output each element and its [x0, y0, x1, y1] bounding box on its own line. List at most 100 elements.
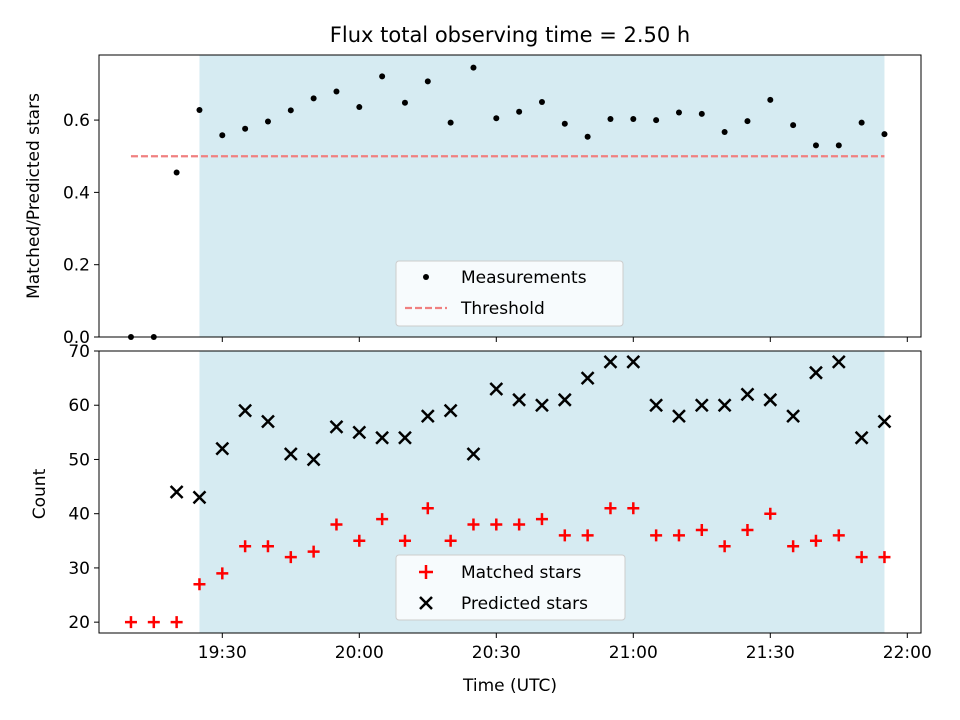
matched-stars-point: [467, 518, 480, 531]
predicted-stars-point: [694, 398, 709, 413]
measurement-point: [401, 99, 408, 106]
predicted-stars-point: [352, 425, 367, 440]
top-legend-box: [395, 260, 624, 327]
y-tick-label: 0.6: [63, 111, 90, 131]
predicted-stars-point: [375, 430, 390, 445]
x-tick-label: 19:30: [198, 643, 247, 663]
x-tick-label: 21:30: [746, 643, 795, 663]
y-tick-label: 60: [68, 396, 90, 416]
measurement-point: [424, 78, 431, 85]
measurements-legend-marker: [423, 274, 429, 280]
x-axis-label: Time (UTC): [462, 676, 557, 696]
measurement-point: [630, 115, 637, 122]
matched-stars-point: [376, 513, 389, 526]
predicted-stars-point: [535, 398, 549, 413]
measurement-point: [538, 99, 545, 105]
y-tick-label: 0.4: [63, 183, 90, 203]
count-points: [124, 354, 892, 629]
matched-stars-point: [535, 513, 548, 526]
matched-stars-point: [490, 518, 503, 531]
measurement-point: [561, 120, 568, 127]
measurement-point: [310, 95, 317, 102]
predicted-legend-label: Predicted stars: [461, 594, 588, 614]
predicted-stars-point: [283, 447, 298, 461]
measurement-point: [242, 125, 249, 132]
matched-stars-point: [239, 540, 252, 553]
matched-stars-point: [764, 507, 777, 520]
matched-stars-point: [809, 534, 822, 547]
matched-stars-point: [878, 551, 891, 564]
measurement-point: [767, 96, 774, 103]
matched-stars-point: [261, 540, 274, 553]
matched-stars-point: [581, 529, 594, 542]
x-tick-label: 20:00: [335, 643, 384, 663]
matched-legend-marker: [419, 565, 433, 579]
matched-stars-point: [695, 523, 708, 536]
predicted-stars-point: [238, 403, 253, 418]
measurement-point: [264, 118, 271, 125]
predicted-stars-point: [489, 382, 504, 396]
predicted-stars-point: [854, 430, 869, 445]
matched-stars-point: [604, 502, 617, 515]
measurement-point: [858, 119, 865, 126]
y-tick-label: 0.2: [63, 256, 90, 276]
measurement-point: [470, 64, 477, 71]
measurement-point: [447, 119, 454, 126]
matched-stars-point: [353, 534, 366, 547]
x-tick-label: 20:30: [472, 643, 521, 663]
predicted-stars-point: [877, 414, 892, 429]
predicted-stars-point: [329, 420, 344, 434]
matched-stars-point: [421, 502, 434, 515]
measurement-point: [333, 88, 340, 95]
measurement-point: [835, 142, 842, 149]
predicted-stars-point: [169, 485, 184, 499]
predicted-stars-point: [261, 414, 275, 429]
predicted-stars-point: [786, 409, 801, 423]
measurement-point: [653, 117, 660, 124]
threshold-legend-label: Threshold: [460, 299, 545, 319]
top-x-ticks: [221, 337, 908, 342]
y-tick-label: 40: [68, 505, 90, 525]
top-axes-frame: [98, 54, 922, 338]
measurement-point: [379, 73, 386, 80]
measurement-point: [607, 115, 614, 122]
x-tick-label: 22:00: [883, 643, 932, 663]
matched-stars-point: [170, 616, 183, 629]
bottom-legend: Matched stars Predicted stars: [395, 554, 626, 621]
predicted-stars-point: [809, 365, 823, 380]
top-panel: 0.0 0.2 0.4 0.6 Matched/Predicted stars Mea…: [24, 54, 922, 348]
measurement-point: [744, 118, 751, 125]
matched-stars-point: [855, 551, 868, 564]
predicted-stars-point: [557, 392, 572, 407]
measurement-point: [493, 115, 500, 122]
predicted-stars-point: [672, 409, 686, 423]
matched-stars-point: [444, 534, 457, 547]
measurement-point: [173, 169, 180, 176]
measurement-point: [721, 129, 728, 136]
matched-stars-point: [513, 518, 526, 531]
measurement-point: [196, 106, 203, 113]
predicted-stars-point: [763, 392, 778, 407]
bottom-y-ticks: 20 30 40 50 60 70: [68, 342, 99, 633]
predicted-stars-point: [443, 403, 458, 418]
predicted-stars-point: [717, 398, 732, 413]
predicted-stars-point: [649, 398, 664, 413]
matched-stars-point: [284, 551, 297, 564]
predicted-stars-point: [306, 452, 321, 467]
y-tick-label: 50: [68, 450, 90, 470]
measurement-point: [790, 122, 797, 129]
x-tick-label: 21:00: [609, 643, 658, 663]
measurement-point: [675, 109, 682, 116]
measurement-point: [812, 142, 819, 149]
measurement-point: [584, 133, 591, 140]
predicted-stars-point: [466, 447, 481, 461]
y-tick-label: 70: [68, 342, 90, 362]
top-legend: Measurements Threshold: [395, 260, 624, 327]
matched-stars-point: [193, 578, 206, 591]
matched-legend-label: Matched stars: [461, 563, 581, 583]
matched-stars-point: [741, 523, 754, 536]
bottom-y-axis-label: Count: [30, 468, 50, 519]
matched-stars-point: [650, 529, 663, 542]
matched-stars-point: [672, 529, 685, 542]
measurements-legend-label: Measurements: [461, 268, 587, 288]
